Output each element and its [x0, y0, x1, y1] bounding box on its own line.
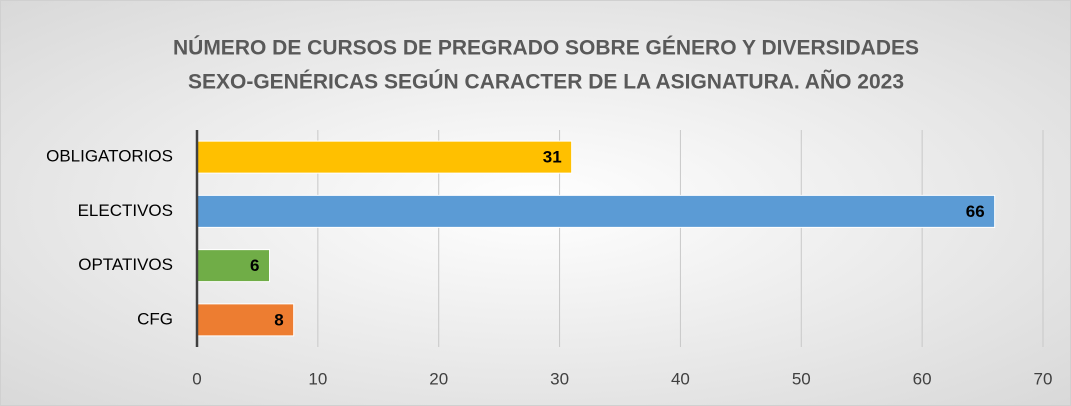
data-label: 8	[274, 310, 283, 329]
bar	[196, 140, 573, 174]
x-tick-label: 60	[913, 369, 932, 388]
y-tick-label: OBLIGATORIOS	[46, 147, 173, 166]
data-label: 31	[543, 148, 562, 167]
x-tick-label: 70	[1034, 369, 1053, 388]
x-tick-label: 30	[550, 369, 569, 388]
y-tick-label: ELECTIVOS	[78, 201, 173, 220]
x-tick-label: 20	[429, 369, 448, 388]
x-tick-label: 10	[308, 369, 327, 388]
data-label: 6	[250, 256, 259, 275]
x-tick-label: 0	[192, 369, 201, 388]
bar	[196, 194, 996, 228]
bar	[196, 303, 295, 337]
y-tick-label: OPTATIVOS	[78, 255, 173, 274]
chart-title: NÚMERO DE CURSOS DE PREGRADO SOBRE GÉNER…	[173, 36, 919, 60]
data-label: 66	[966, 202, 985, 221]
x-tick-label: 40	[671, 369, 690, 388]
y-tick-label: CFG	[137, 309, 173, 328]
x-tick-label: 50	[792, 369, 811, 388]
bar	[196, 249, 271, 283]
chart-title: SEXO-GENÉRICAS SEGÚN CARACTER DE LA ASIG…	[188, 70, 904, 94]
